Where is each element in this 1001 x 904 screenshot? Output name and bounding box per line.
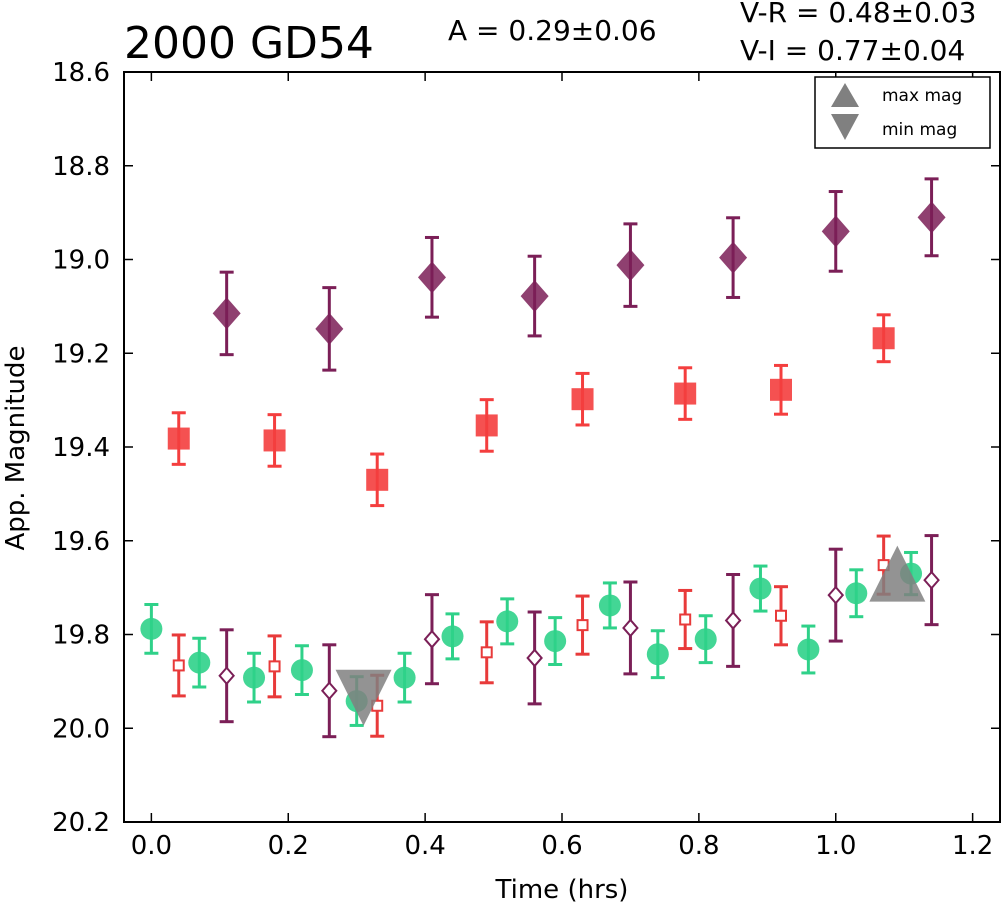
y-tick-label: 19.4 — [52, 433, 110, 463]
amplitude-annotation: A = 0.29±0.06 — [448, 14, 657, 47]
series-diamond-filled — [212, 177, 946, 372]
data-point — [694, 628, 717, 651]
data-point — [775, 609, 787, 622]
data-point — [366, 468, 389, 491]
plot-marks — [140, 177, 946, 739]
data-point — [674, 382, 697, 405]
x-axis-label: Time (hrs) — [495, 875, 629, 904]
x-tick-label: 0.2 — [268, 831, 309, 861]
legend-min-mag-marker-icon — [831, 114, 859, 140]
data-point — [243, 666, 266, 689]
x-tick-label: 1.2 — [952, 831, 993, 861]
data-point — [218, 666, 235, 686]
data-point — [140, 617, 163, 640]
data-point — [480, 646, 493, 659]
x-tick-label: 0.0 — [131, 831, 172, 861]
data-point — [526, 648, 543, 668]
series-square-filled — [167, 313, 895, 508]
data-point — [679, 613, 692, 626]
data-point — [923, 570, 940, 590]
chart-title: 2000 GD54 — [124, 18, 374, 69]
data-point — [544, 630, 567, 653]
x-tick-label: 1.0 — [815, 831, 856, 861]
y-tick-label: 19.8 — [52, 621, 110, 651]
data-point — [320, 681, 338, 701]
data-point — [172, 659, 185, 672]
x-tick-label: 0.6 — [541, 831, 582, 861]
plot-frame — [123, 71, 1001, 823]
data-point — [417, 261, 446, 294]
v-i-color-annotation: V-I = 0.77±0.04 — [740, 34, 965, 67]
data-point — [212, 297, 241, 330]
series-triangle-down — [335, 669, 392, 726]
data-point — [598, 594, 621, 617]
y-tick-label: 18.6 — [52, 58, 110, 88]
data-point — [290, 659, 313, 682]
data-point — [770, 378, 792, 401]
min-mag-marker — [335, 669, 392, 726]
data-point — [188, 651, 211, 674]
data-point — [646, 643, 669, 666]
legend: max mag min mag — [814, 76, 991, 149]
y-tick-label: 19.0 — [52, 246, 110, 276]
legend-max-mag-label: max mag — [882, 86, 962, 106]
data-point — [571, 388, 594, 411]
data-point — [315, 312, 344, 345]
series-triangle-up — [869, 545, 926, 602]
data-point — [797, 638, 820, 661]
y-tick-label: 20.2 — [52, 808, 110, 838]
data-point — [917, 201, 946, 234]
y-tick-label: 18.8 — [52, 152, 110, 182]
v-r-color-annotation: V-R = 0.48±0.03 — [740, 0, 976, 29]
y-tick-label: 19.2 — [52, 339, 110, 369]
legend-min-mag-label: min mag — [882, 120, 957, 140]
data-point — [167, 427, 190, 450]
data-point — [496, 610, 519, 633]
data-point — [576, 619, 589, 632]
data-point — [622, 618, 639, 638]
y-tick-label: 19.6 — [52, 527, 110, 557]
data-point — [423, 629, 441, 649]
data-point — [268, 660, 281, 673]
legend-max-mag-marker-icon — [831, 83, 859, 107]
data-point — [845, 582, 868, 605]
data-point — [749, 577, 772, 600]
data-point — [719, 241, 748, 274]
data-point — [520, 280, 549, 313]
max-mag-marker — [869, 545, 926, 602]
x-tick-label: 0.4 — [404, 831, 445, 861]
data-point — [821, 215, 850, 248]
series-diamond-open — [218, 534, 940, 739]
data-point — [393, 666, 416, 689]
x-tick-label: 0.8 — [678, 831, 719, 861]
data-point — [441, 625, 464, 648]
data-point — [872, 327, 895, 350]
data-point — [475, 414, 498, 437]
data-point — [616, 249, 645, 282]
axes: 0.0 0.2 0.4 0.6 0.8 1.0 1.2 18.6 18.8 19.0 19.2 19.… — [52, 58, 1000, 861]
y-tick-label: 20.0 — [52, 714, 110, 744]
y-axis-label: App. Magnitude — [1, 345, 31, 550]
data-point — [263, 429, 286, 452]
data-point — [827, 585, 845, 605]
data-point — [724, 610, 742, 630]
